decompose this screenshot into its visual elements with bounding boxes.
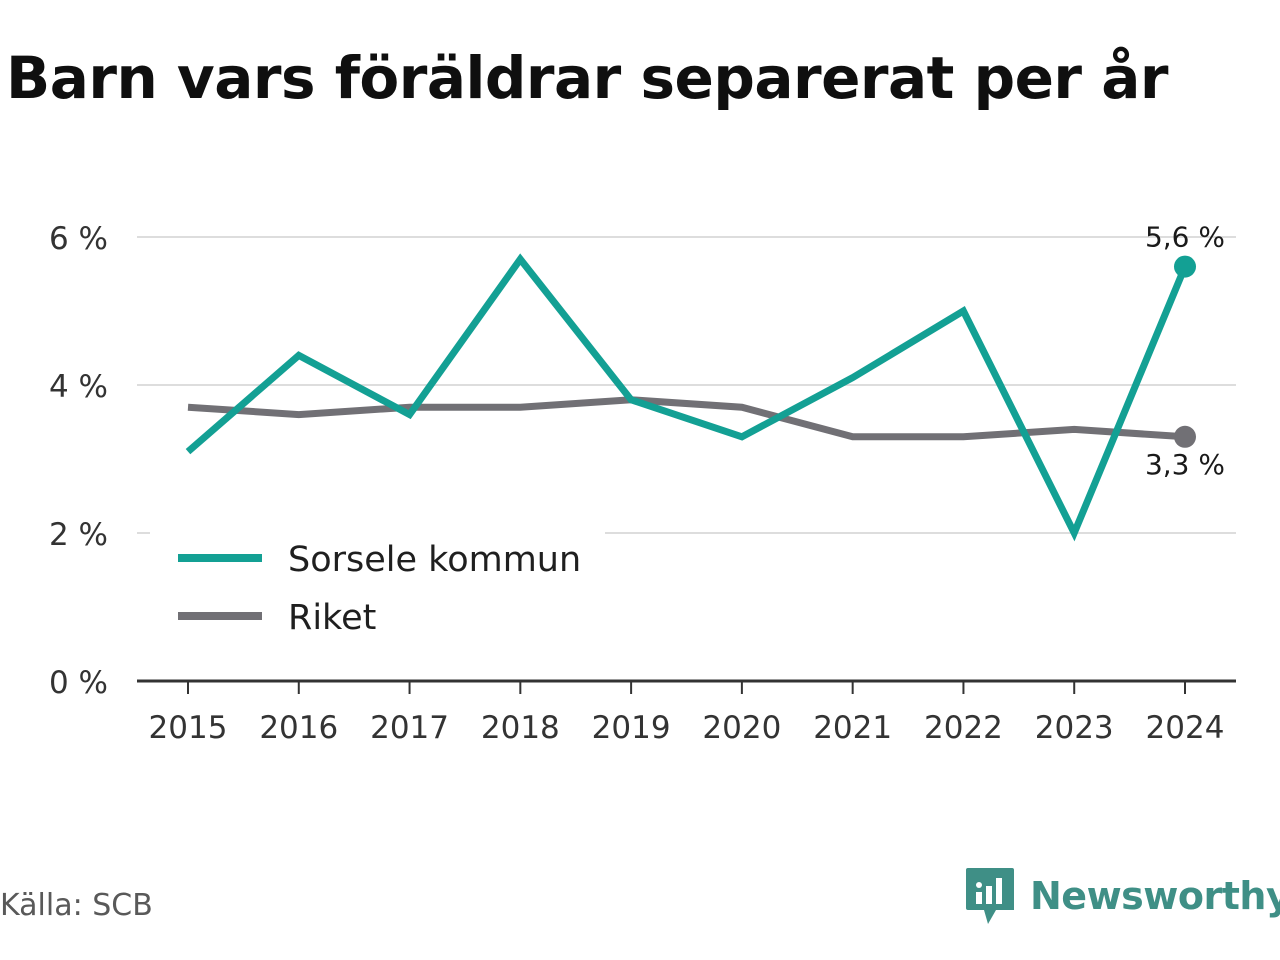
source-note: Källa: SCB	[0, 888, 153, 923]
newsworthy-logo-icon	[966, 868, 1014, 924]
gridlines	[137, 236, 1236, 534]
x-tick-label: 2022	[924, 710, 1003, 746]
y-tick-label: 2 %	[49, 517, 108, 553]
brand-name: Newsworthy	[1030, 874, 1280, 918]
x-tick-label: 2015	[149, 710, 228, 746]
series-line-sorsele-kommun	[185, 253, 1189, 542]
legend-background	[150, 532, 605, 647]
y-axis-tick-labels: 0 % 2 % 4 % 6 %	[49, 221, 108, 701]
x-tick-label: 2024	[1146, 710, 1225, 746]
end-point-sorsele-kommun	[1174, 255, 1196, 278]
legend: Sorsele kommun Riket	[150, 532, 605, 647]
end-labels: 5,6 % 3,3 %	[1145, 221, 1225, 481]
x-tick-label: 2016	[259, 710, 338, 746]
x-tick-label: 2019	[592, 710, 671, 746]
x-tick-label: 2021	[813, 710, 892, 746]
end-label-riket: 3,3 %	[1145, 448, 1225, 481]
x-tick-label: 2018	[481, 710, 560, 746]
x-tick-label: 2017	[370, 710, 449, 746]
end-label-sorsele-kommun: 5,6 %	[1145, 221, 1225, 254]
x-axis: 2015 2016 2017 2018 2019 2020 2021 2022 2023 2024	[137, 679, 1236, 746]
y-tick-label: 4 %	[49, 369, 108, 405]
end-point-riket	[1174, 425, 1196, 448]
series-lines	[185, 253, 1196, 542]
legend-label-riket: Riket	[288, 598, 376, 638]
brand: Newsworthy	[964, 864, 1280, 928]
x-tick-label: 2023	[1035, 710, 1114, 746]
series-line-riket	[187, 396, 1186, 441]
y-tick-label: 6 %	[49, 221, 108, 257]
legend-label-sorsele-kommun: Sorsele kommun	[288, 540, 581, 580]
x-tick-label: 2020	[702, 710, 781, 746]
chart-title: Barn vars föräldrar separerat per år	[6, 44, 1168, 112]
y-tick-label: 0 %	[49, 665, 108, 701]
